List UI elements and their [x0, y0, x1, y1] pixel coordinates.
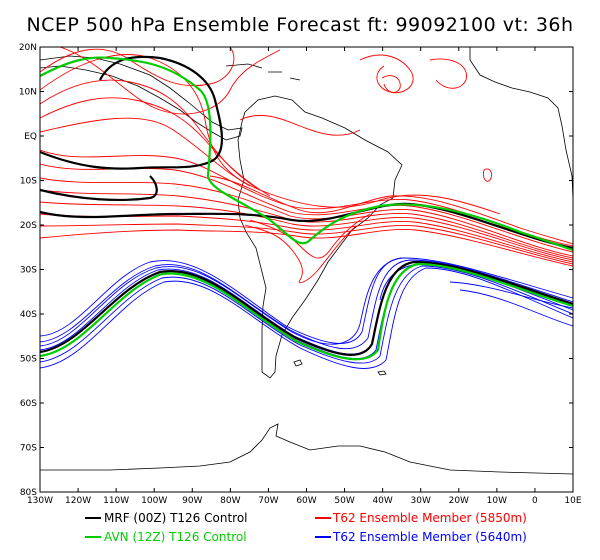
t62-5850-member — [209, 175, 573, 245]
t62-5850-member — [429, 58, 467, 89]
t62-5640-member — [40, 257, 573, 344]
t62-5640-members — [40, 257, 573, 369]
lon-tick-label: 120W — [65, 496, 91, 506]
avn-control-5640 — [40, 262, 573, 361]
lon-tick-label: 10E — [564, 496, 581, 506]
lon-tick-label: 130W — [27, 496, 53, 506]
t62-5850-member — [40, 223, 573, 265]
falkland-islands — [293, 359, 303, 367]
legend-item-mrf-control: MRF (00Z) T126 Control — [85, 511, 248, 525]
lon-tick-label: 20W — [449, 496, 469, 506]
lon-tick-label: 30W — [411, 496, 431, 506]
lon-tick-label: 50W — [334, 496, 354, 506]
t62-5850-member — [40, 117, 501, 215]
t62-5850-member — [40, 54, 251, 187]
avn-control-5850 — [40, 56, 573, 252]
legend-item-t62-5640: T62 Ensemble Member (5640m) — [315, 530, 527, 544]
t62-5850-member — [244, 224, 357, 284]
lat-tick-label: EQ — [24, 132, 37, 142]
lat-tick-label: 70S — [20, 444, 37, 454]
legend-label: T62 Ensemble Member (5850m) — [332, 511, 527, 525]
avn-control-contours — [40, 56, 573, 361]
lat-tick-label: 20S — [20, 221, 37, 231]
lon-tick-label: 0 — [532, 496, 538, 506]
mrf-control-5850-north-2 — [40, 175, 158, 201]
lat-tick-label: 20N — [19, 43, 37, 53]
t62-5850-members — [40, 47, 573, 284]
plot-area — [40, 47, 573, 475]
t62-5850-member — [40, 228, 573, 267]
lat-tick-label: 80S — [20, 488, 37, 498]
t62-5850-member — [483, 168, 493, 182]
legend: MRF (00Z) T126 Control T62 Ensemble Memb… — [85, 511, 527, 544]
t62-5850-member — [359, 54, 414, 94]
legend-item-t62-5850: T62 Ensemble Member (5850m) — [315, 511, 527, 525]
lon-tick-label: 40W — [372, 496, 392, 506]
t62-5640-member — [40, 259, 573, 350]
plot-frame — [39, 46, 574, 493]
t62-5640-member — [40, 267, 573, 369]
lon-tick-label: 10W — [487, 496, 507, 506]
mrf-control-5850-north — [40, 55, 224, 170]
lat-tick-label: 10S — [20, 177, 37, 187]
lat-tick-label: 10N — [19, 88, 37, 98]
t62-5850-member — [40, 47, 235, 87]
lat-tick-label: 50S — [20, 355, 37, 365]
t62-5850-member — [40, 201, 573, 261]
lon-tick-label: 80W — [220, 496, 240, 506]
t62-5850-member — [40, 177, 573, 257]
t62-5850-member — [40, 163, 573, 253]
antarctica-coast — [40, 423, 573, 475]
legend-label: MRF (00Z) T126 Control — [104, 511, 248, 525]
t62-5640-member — [40, 265, 573, 364]
south-america-coast — [237, 95, 403, 379]
central-america-coast — [40, 55, 243, 141]
legend-item-avn-control: AVN (12Z) T126 Control — [85, 530, 247, 544]
lon-tick-label: 110W — [103, 496, 129, 506]
t62-5850-member — [239, 114, 361, 136]
mrf-control-5640 — [40, 260, 573, 356]
caribbean-islands — [225, 63, 301, 81]
t62-5850-member — [59, 47, 281, 115]
t62-5640-member — [449, 281, 573, 309]
lon-tick-label: 90W — [182, 496, 202, 506]
legend-label: T62 Ensemble Member (5640m) — [332, 530, 527, 544]
lon-tick-label: 70W — [258, 496, 278, 506]
south-georgia — [377, 370, 387, 376]
africa-coast — [469, 47, 573, 236]
t62-5850-member — [381, 75, 401, 93]
t62-5850-member — [40, 97, 271, 197]
mrf-control-contours — [40, 55, 573, 356]
t62-5850-member — [249, 213, 371, 259]
lon-tick-label: 60W — [296, 496, 316, 506]
map-title: NCEP 500 hPa Ensemble Forecast ft: 99092… — [26, 14, 574, 36]
t62-5640-member — [459, 289, 573, 327]
t62-5640-member — [40, 257, 403, 347]
latitude-axis: 20N 10N EQ 10S 20S 30S 40S 50S 60S 70S 80S — [19, 43, 573, 498]
lat-tick-label: 60S — [20, 399, 37, 409]
lat-tick-label: 40S — [20, 310, 37, 320]
legend-label: AVN (12Z) T126 Control — [104, 530, 247, 544]
lon-tick-label: 100W — [141, 496, 167, 506]
t62-5850-member — [40, 79, 261, 191]
mrf-control-5850 — [40, 202, 573, 250]
longitude-axis: 130W 120W 110W 100W 90W 80W 70W 60W 50W 40W 30W 20W… — [27, 47, 582, 506]
coastlines — [40, 47, 573, 475]
lat-tick-label: 30S — [20, 266, 37, 276]
